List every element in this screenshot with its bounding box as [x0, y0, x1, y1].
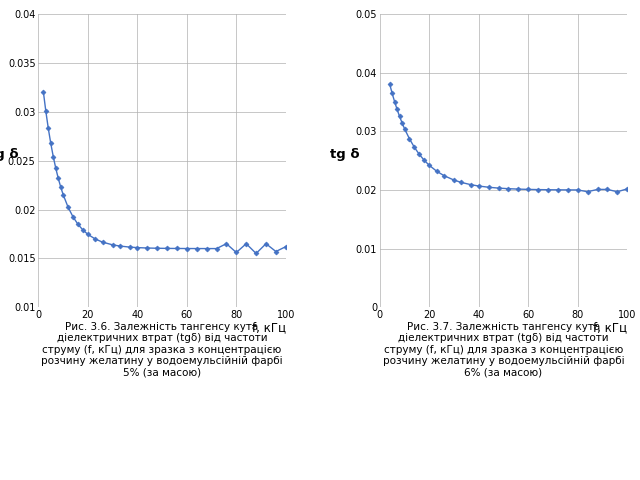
Text: Рис. 3.7. Залежність тангенсу кута
діелектричних втрат (tgδ) від частоти
струму : Рис. 3.7. Залежність тангенсу кута діеле… — [383, 322, 624, 378]
Y-axis label: tg δ: tg δ — [0, 148, 19, 161]
X-axis label: f, кГц: f, кГц — [593, 321, 627, 334]
Text: Рис. 3.6. Залежність тангенсу кута
діелектричних втрат (tgδ) від частоти
струму : Рис. 3.6. Залежність тангенсу кута діеле… — [42, 322, 283, 378]
X-axis label: f, кГц: f, кГц — [252, 321, 286, 334]
Y-axis label: tg δ: tg δ — [330, 148, 360, 161]
